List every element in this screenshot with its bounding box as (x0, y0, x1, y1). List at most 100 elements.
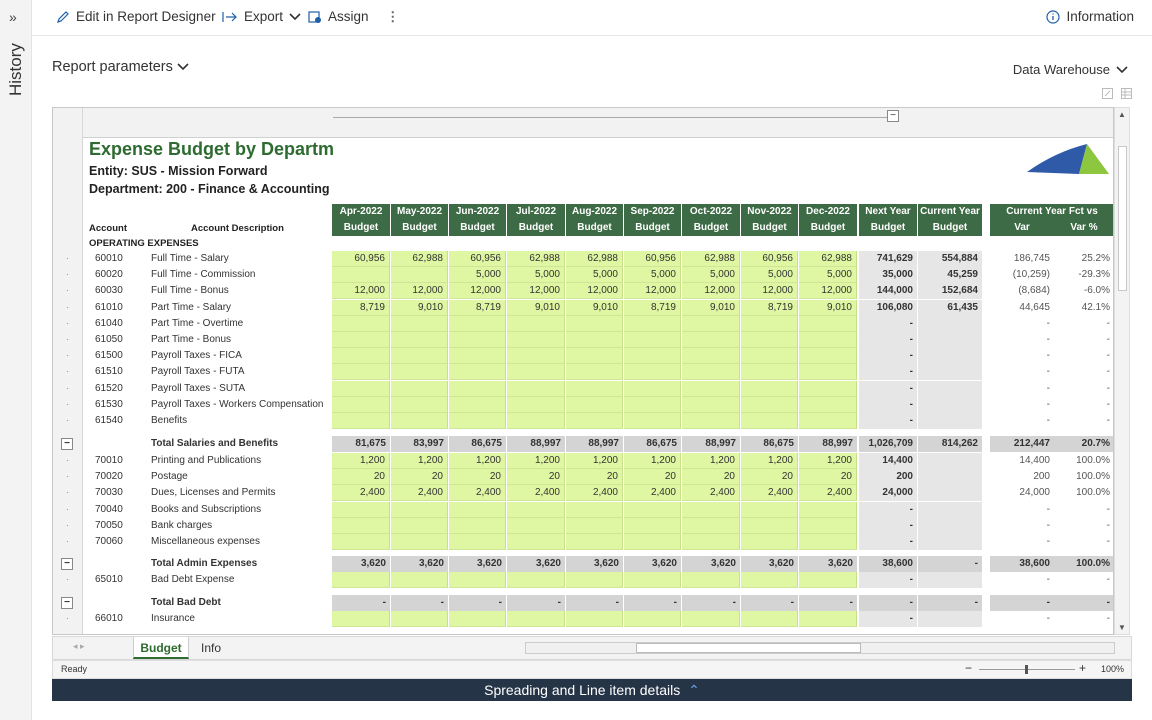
month-cell[interactable]: 1,200 (624, 453, 681, 469)
collapse-group-icon[interactable]: − (61, 558, 73, 570)
month-cell[interactable] (391, 396, 448, 413)
month-cell[interactable] (624, 315, 681, 332)
collapse-group-icon[interactable]: − (61, 597, 73, 609)
month-cell[interactable] (741, 396, 798, 413)
month-cell[interactable]: 9,010 (799, 299, 857, 316)
month-cell[interactable]: 1,200 (507, 453, 565, 469)
month-cell[interactable]: 2,400 (449, 485, 506, 502)
month-cell[interactable] (682, 380, 740, 397)
month-cell[interactable]: 12,000 (741, 283, 798, 300)
month-cell[interactable]: 62,988 (507, 251, 565, 267)
spreadsheet[interactable]: − Expense Budget by Departmer Entity: SU… (52, 107, 1114, 635)
month-cell[interactable] (507, 534, 565, 550)
month-cell[interactable] (741, 348, 798, 365)
month-cell[interactable] (624, 396, 681, 413)
month-cell[interactable] (741, 501, 798, 518)
month-cell[interactable] (507, 517, 565, 534)
month-cell[interactable] (566, 572, 623, 588)
month-cell[interactable]: 20 (566, 469, 623, 486)
month-cell[interactable]: 5,000 (682, 267, 740, 284)
month-cell[interactable] (449, 396, 506, 413)
expand-icon[interactable]: » (9, 9, 17, 25)
month-cell[interactable] (682, 315, 740, 332)
month-cell[interactable]: 60,956 (741, 251, 798, 267)
month-cell[interactable]: 60,956 (449, 251, 506, 267)
month-cell[interactable] (566, 534, 623, 550)
month-cell[interactable] (449, 348, 506, 365)
month-cell[interactable] (682, 364, 740, 381)
month-cell[interactable]: 12,000 (566, 283, 623, 300)
tab-budget[interactable]: Budget (133, 637, 189, 659)
month-cell[interactable] (391, 501, 448, 518)
month-cell[interactable] (566, 315, 623, 332)
month-cell[interactable] (741, 364, 798, 381)
month-cell[interactable] (507, 572, 565, 588)
month-cell[interactable]: 1,200 (449, 453, 506, 469)
month-cell[interactable]: 2,400 (682, 485, 740, 502)
month-cell[interactable]: 12,000 (799, 283, 857, 300)
month-cell[interactable]: 2,400 (799, 485, 857, 502)
month-cell[interactable]: 9,010 (682, 299, 740, 316)
horizontal-scrollbar[interactable] (525, 642, 1115, 654)
month-cell[interactable]: 2,400 (332, 485, 390, 502)
month-cell[interactable] (391, 534, 448, 550)
history-panel[interactable]: » History (0, 0, 32, 720)
month-cell[interactable] (391, 315, 448, 332)
month-cell[interactable] (449, 501, 506, 518)
month-cell[interactable] (799, 501, 857, 518)
month-cell[interactable] (566, 364, 623, 381)
month-cell[interactable] (682, 396, 740, 413)
month-cell[interactable] (682, 501, 740, 518)
month-cell[interactable] (449, 315, 506, 332)
month-cell[interactable]: 60,956 (624, 251, 681, 267)
more-options-icon[interactable]: ⋮ (386, 9, 400, 24)
month-cell[interactable]: 5,000 (566, 267, 623, 284)
month-cell[interactable] (624, 501, 681, 518)
h-scroll-thumb[interactable] (636, 643, 861, 653)
month-cell[interactable]: 5,000 (799, 267, 857, 284)
month-cell[interactable]: 20 (507, 469, 565, 486)
month-cell[interactable] (624, 348, 681, 365)
month-cell[interactable] (799, 380, 857, 397)
month-cell[interactable] (566, 501, 623, 518)
month-cell[interactable] (449, 572, 506, 588)
spreading-details-bar[interactable]: Spreading and Line item details ⌃ (52, 679, 1132, 701)
month-cell[interactable] (741, 315, 798, 332)
month-cell[interactable] (449, 332, 506, 348)
month-cell[interactable] (449, 517, 506, 534)
month-cell[interactable]: 5,000 (507, 267, 565, 284)
month-cell[interactable]: 12,000 (449, 283, 506, 300)
month-cell[interactable] (391, 572, 448, 588)
edit-report-button[interactable]: Edit in Report Designer (56, 9, 216, 24)
month-cell[interactable]: 2,400 (741, 485, 798, 502)
month-cell[interactable] (799, 332, 857, 348)
month-cell[interactable] (566, 380, 623, 397)
month-cell[interactable]: 1,200 (741, 453, 798, 469)
month-cell[interactable] (332, 611, 390, 627)
month-cell[interactable] (799, 348, 857, 365)
collapse-columns-icon[interactable]: − (887, 110, 899, 122)
month-cell[interactable]: 9,010 (566, 299, 623, 316)
export-button[interactable]: Export (222, 9, 301, 24)
month-cell[interactable]: 9,010 (507, 299, 565, 316)
month-cell[interactable] (624, 534, 681, 550)
month-cell[interactable]: 20 (624, 469, 681, 486)
month-cell[interactable]: 20 (332, 469, 390, 486)
month-cell[interactable]: 62,988 (391, 251, 448, 267)
month-cell[interactable] (332, 380, 390, 397)
month-cell[interactable] (799, 534, 857, 550)
month-cell[interactable] (332, 572, 390, 588)
month-cell[interactable] (566, 413, 623, 429)
month-cell[interactable] (332, 332, 390, 348)
month-cell[interactable]: 8,719 (624, 299, 681, 316)
month-cell[interactable]: 5,000 (449, 267, 506, 284)
grid-icon[interactable] (1121, 88, 1132, 99)
month-cell[interactable] (391, 380, 448, 397)
month-cell[interactable] (624, 517, 681, 534)
month-cell[interactable] (332, 534, 390, 550)
month-cell[interactable] (391, 348, 448, 365)
vertical-scrollbar[interactable]: ▲ ▼ (1114, 107, 1130, 635)
month-cell[interactable]: 12,000 (682, 283, 740, 300)
month-cell[interactable] (682, 413, 740, 429)
month-cell[interactable] (507, 348, 565, 365)
